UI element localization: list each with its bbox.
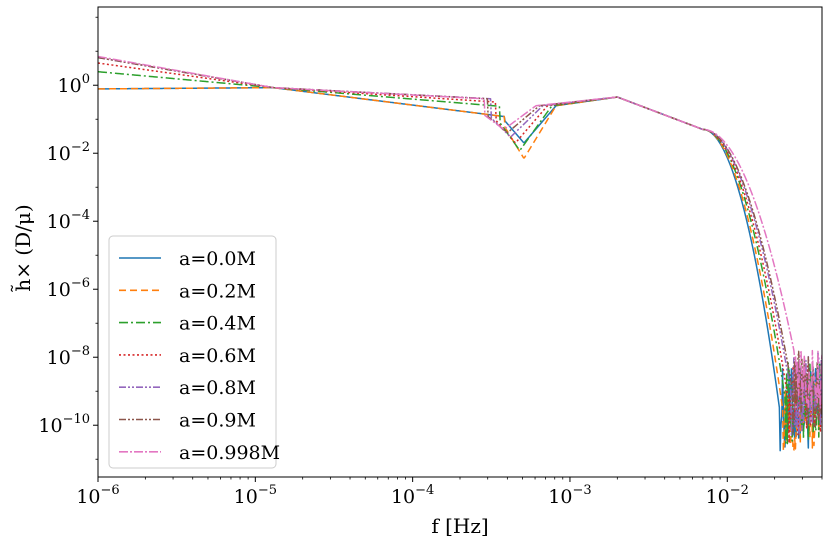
legend-label: a=0.6M xyxy=(179,345,256,367)
y-tick-label: 100 xyxy=(58,72,90,97)
legend-label: a=0.9M xyxy=(179,410,256,432)
x-tick-label: 10−6 xyxy=(76,483,119,508)
y-tick-label: 10−8 xyxy=(47,344,90,369)
legend-label: a=0.4M xyxy=(179,313,256,335)
x-tick-label: 10−3 xyxy=(548,483,591,508)
y-tick-label: 10−4 xyxy=(47,208,90,233)
series-layer xyxy=(98,55,822,452)
legend-label: a=0.998M xyxy=(179,442,280,464)
legend-label: a=0.2M xyxy=(179,280,256,302)
x-axis-label: f [Hz] xyxy=(431,514,488,538)
legend-label: a=0.8M xyxy=(179,377,256,399)
tick-layer: 10−6 10−5 10−4 10−3 10−2 100 10−2 10−4 10−6 10−8 1… xyxy=(38,16,823,508)
series-line xyxy=(98,55,822,409)
x-tick-label: 10−2 xyxy=(706,483,749,508)
series-line xyxy=(98,62,822,444)
series-line xyxy=(98,86,822,452)
legend: a=0.0M a=0.2M a=0.4M a=0.6M a=0.8M a=0.9M a=0.… xyxy=(108,235,280,469)
x-tick-label: 10−5 xyxy=(234,483,277,508)
y-tick-label: 10−6 xyxy=(47,276,90,301)
x-tick-label: 10−4 xyxy=(391,483,434,508)
y-tick-label: 10−10 xyxy=(38,412,90,437)
legend-box xyxy=(108,235,277,469)
legend-label: a=0.0M xyxy=(179,248,256,270)
y-axis-label: h̃× (D/μ) xyxy=(11,204,35,292)
y-tick-label: 10−2 xyxy=(47,140,90,165)
